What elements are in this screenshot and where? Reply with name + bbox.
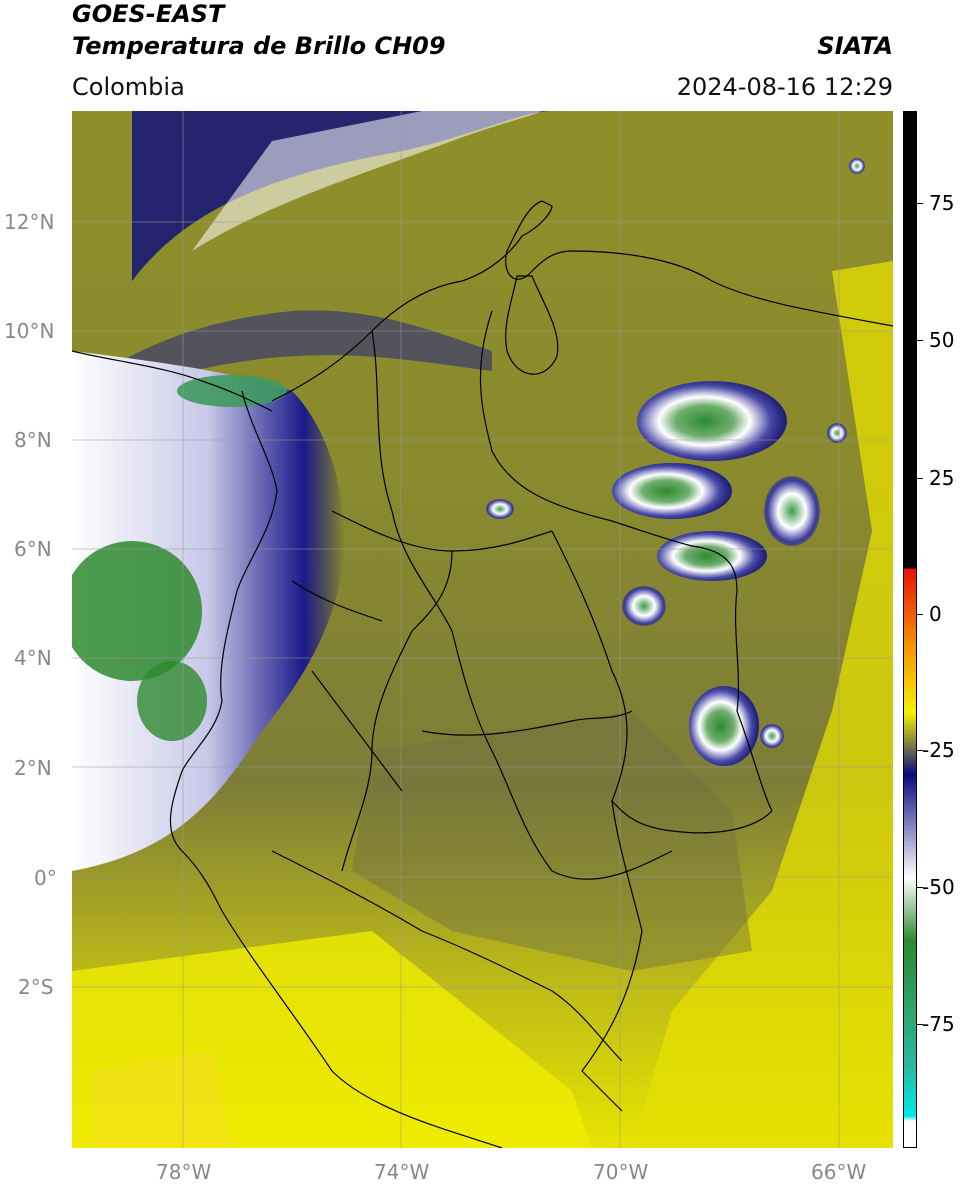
lat-label-2s: 2°S <box>18 975 54 999</box>
colorbar-tick <box>917 614 923 615</box>
temperature-colorbar <box>903 111 917 1148</box>
region-label: Colombia <box>72 73 185 101</box>
lon-label-66w: 66°W <box>811 1160 867 1184</box>
colorbar-label-neg25: -25 <box>922 738 955 762</box>
lat-label-4n: 4°N <box>14 646 52 670</box>
lon-label-78w: 78°W <box>156 1160 212 1184</box>
colorbar-label-25: 25 <box>929 466 955 490</box>
lat-label-0: 0° <box>34 866 57 890</box>
lon-label-74w: 74°W <box>374 1160 430 1184</box>
colorbar-label-75: 75 <box>929 191 955 215</box>
colorbar-tick <box>917 1024 923 1025</box>
lat-label-12n: 12°N <box>4 210 55 234</box>
lat-label-10n: 10°N <box>4 319 55 343</box>
colorbar-tick <box>917 340 923 341</box>
brightness-temperature-map <box>72 111 893 1148</box>
datetime-label: 2024-08-16 12:29 <box>676 73 893 101</box>
colorbar-tick <box>917 203 923 204</box>
lat-label-8n: 8°N <box>14 428 52 452</box>
colorbar-label-neg50: -50 <box>922 875 955 899</box>
lat-label-6n: 6°N <box>14 537 52 561</box>
colorbar-label-50: 50 <box>929 328 955 352</box>
colorbar-tick <box>917 887 923 888</box>
agency-label: SIATA <box>817 32 893 60</box>
colorbar-label-0: 0 <box>929 602 942 626</box>
satellite-title: GOES-EAST <box>72 0 225 28</box>
colorbar-tick <box>917 750 923 751</box>
colorbar-label-neg75: -75 <box>922 1012 955 1036</box>
lat-label-2n: 2°N <box>14 756 52 780</box>
product-title: Temperatura de Brillo CH09 <box>72 32 446 60</box>
colorbar-tick <box>917 478 923 479</box>
lon-label-70w: 70°W <box>593 1160 649 1184</box>
